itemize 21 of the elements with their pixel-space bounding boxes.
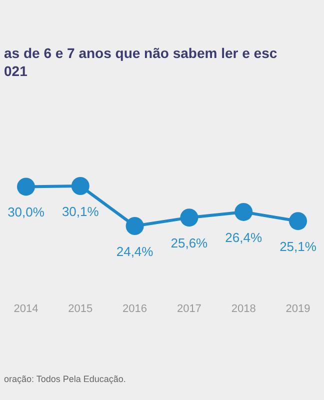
- x-tick-label: 2015: [68, 303, 93, 315]
- point: [289, 212, 307, 230]
- data-label: 24,4%: [116, 244, 154, 259]
- data-label: 26,4%: [225, 230, 262, 245]
- x-tick-label: 2019: [286, 303, 310, 315]
- x-tick-label: 2017: [176, 303, 202, 315]
- x-tick-label: 2016: [122, 303, 148, 315]
- point: [180, 208, 198, 227]
- x-tick-label: 2018: [231, 303, 256, 315]
- data-label: 25,6%: [170, 236, 208, 251]
- x-tick-label: 2014: [14, 303, 38, 315]
- data-label: 25,1%: [280, 239, 317, 254]
- text: oração: Todos Pela Educação.: [4, 374, 126, 384]
- chart-title: as de 6 e 7 anos que não sabem ler e esc: [4, 45, 278, 61]
- point: [71, 177, 90, 195]
- data-label: 30,1%: [62, 204, 100, 219]
- point: [234, 202, 253, 221]
- chart-subtitle: 021: [4, 63, 28, 79]
- data-label: 30,0%: [8, 204, 45, 220]
- point: [17, 178, 35, 196]
- point: [126, 217, 144, 235]
